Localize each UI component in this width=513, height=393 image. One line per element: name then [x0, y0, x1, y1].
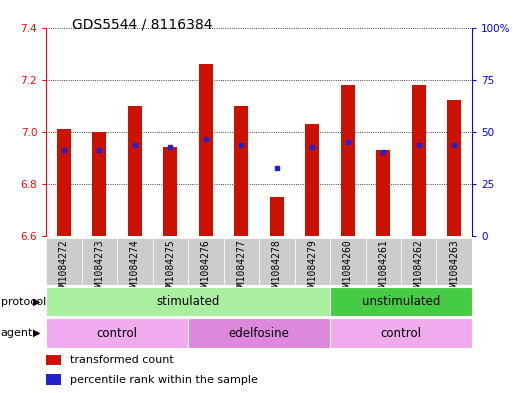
Bar: [270, 197, 284, 236]
Bar: [82, 238, 117, 285]
Text: GSM1084273: GSM1084273: [94, 239, 104, 298]
Bar: [447, 101, 461, 236]
Bar: [330, 287, 472, 316]
Bar: [188, 238, 224, 285]
Bar: [46, 374, 61, 385]
Bar: [305, 124, 320, 236]
Bar: [234, 106, 248, 236]
Text: GSM1084275: GSM1084275: [165, 239, 175, 298]
Bar: [294, 238, 330, 285]
Bar: [117, 238, 153, 285]
Bar: [365, 238, 401, 285]
Bar: [46, 287, 330, 316]
Bar: [330, 318, 472, 348]
Bar: [153, 238, 188, 285]
Bar: [437, 238, 472, 285]
Text: unstimulated: unstimulated: [362, 295, 440, 308]
Text: stimulated: stimulated: [156, 295, 220, 308]
Bar: [46, 238, 82, 285]
Text: transformed count: transformed count: [70, 355, 173, 365]
Text: GSM1084261: GSM1084261: [378, 239, 388, 298]
Text: agent: agent: [1, 328, 33, 338]
Bar: [128, 106, 142, 236]
Text: ▶: ▶: [32, 297, 40, 307]
Bar: [46, 354, 61, 365]
Bar: [411, 85, 426, 236]
Bar: [199, 64, 213, 236]
Text: GSM1084263: GSM1084263: [449, 239, 459, 298]
Bar: [401, 238, 437, 285]
Text: control: control: [96, 327, 137, 340]
Text: GDS5544 / 8116384: GDS5544 / 8116384: [72, 18, 212, 32]
Bar: [46, 318, 188, 348]
Text: GSM1084276: GSM1084276: [201, 239, 211, 298]
Bar: [224, 238, 259, 285]
Text: GSM1084278: GSM1084278: [272, 239, 282, 298]
Bar: [376, 150, 390, 236]
Bar: [259, 238, 294, 285]
Text: edelfosine: edelfosine: [229, 327, 289, 340]
Text: ▶: ▶: [32, 328, 40, 338]
Bar: [163, 147, 177, 236]
Bar: [330, 238, 365, 285]
Text: GSM1084274: GSM1084274: [130, 239, 140, 298]
Text: control: control: [381, 327, 422, 340]
Bar: [341, 85, 355, 236]
Text: GSM1084277: GSM1084277: [236, 239, 246, 298]
Text: GSM1084262: GSM1084262: [414, 239, 424, 298]
Bar: [57, 129, 71, 236]
Text: GSM1084272: GSM1084272: [59, 239, 69, 298]
Text: protocol: protocol: [1, 297, 46, 307]
Text: GSM1084279: GSM1084279: [307, 239, 317, 298]
Text: percentile rank within the sample: percentile rank within the sample: [70, 375, 258, 385]
Text: GSM1084260: GSM1084260: [343, 239, 353, 298]
Bar: [92, 132, 107, 236]
Bar: [188, 318, 330, 348]
